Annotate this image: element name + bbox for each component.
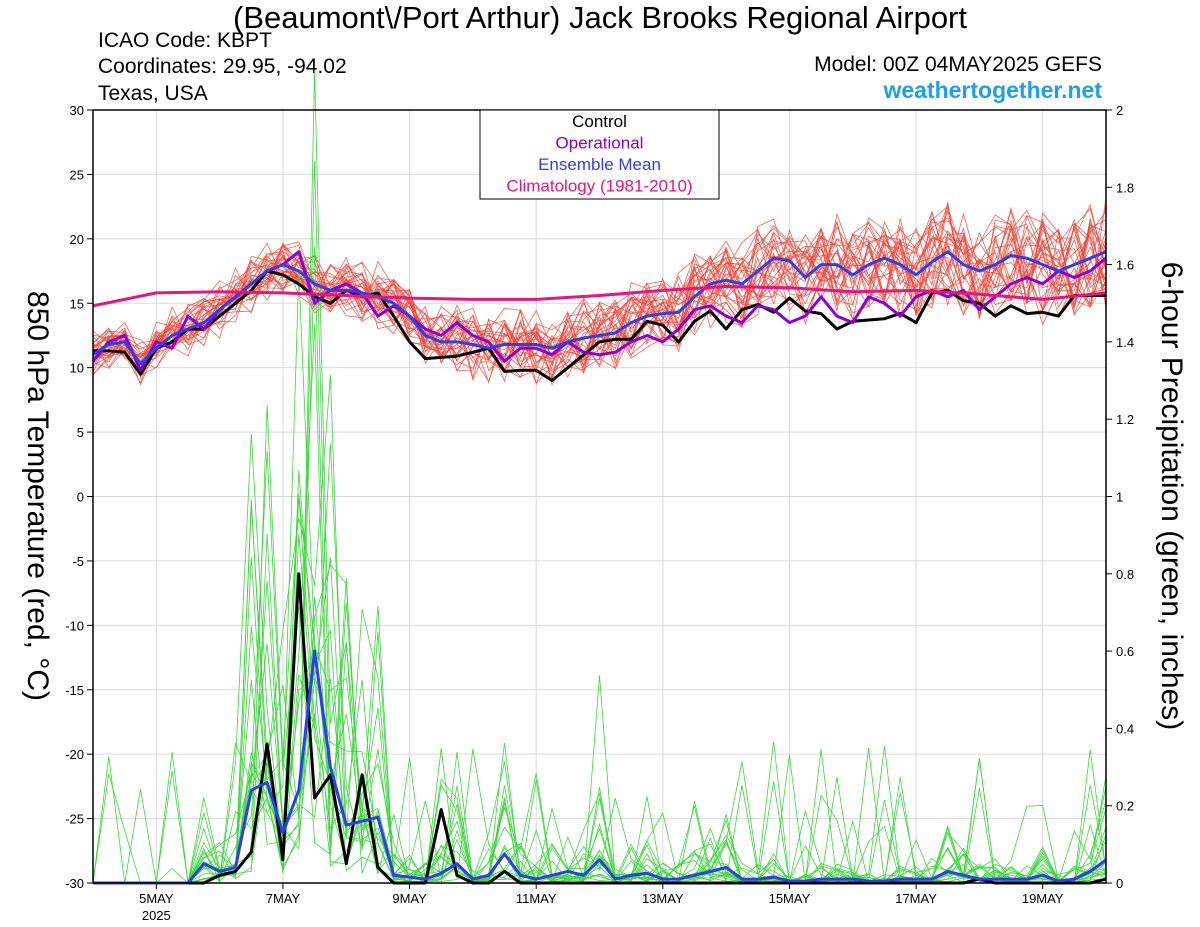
y2-tick-label: 0.4: [1116, 721, 1134, 736]
y2-axis-label: 6-hour Precipitation (green, inches): [1155, 262, 1188, 731]
precipitation-member-line: [93, 271, 1107, 884]
x-tick-label: 17MAY: [895, 891, 937, 906]
y-tick-label: -5: [72, 554, 84, 569]
y-tick-label: -15: [65, 683, 84, 698]
location: Texas, USA: [98, 82, 208, 105]
y-tick-label: 15: [70, 296, 84, 311]
temperature-member-line: [92, 215, 1107, 386]
temperature-member-line: [92, 211, 1107, 380]
y-tick-label: -30: [65, 876, 84, 891]
temperature-member-line: [92, 214, 1107, 379]
precipitation-member-line: [93, 160, 1107, 885]
y-tick-label: 10: [70, 361, 84, 376]
coordinates: Coordinates: 29.95, -94.02: [98, 55, 347, 78]
precipitation-member-line: [93, 597, 1107, 884]
y-tick-label: -10: [65, 618, 84, 633]
x-tick-label: 15MAY: [769, 891, 811, 906]
y2-tick-label: 2: [1116, 103, 1123, 118]
y-tick-label: 20: [70, 232, 84, 247]
precipitation-member-line: [93, 495, 1107, 884]
y2-tick-label: 1.4: [1116, 335, 1134, 350]
precipitation-member-line: [93, 533, 1107, 884]
y2-tick-label: 0.8: [1116, 567, 1134, 582]
y-axis-label: 850 hPa Temperature (red, °C): [21, 291, 54, 701]
y2-tick-label: 0.2: [1116, 799, 1134, 814]
x-tick-label: 19MAY: [1022, 891, 1064, 906]
legend-entry: Control: [572, 112, 627, 131]
x-tick-label: 7MAY: [266, 891, 301, 906]
y2-tick-label: 0.6: [1116, 644, 1134, 659]
x-tick-sublabel: 2025: [142, 908, 171, 923]
precipitation-ensemble-mean-line: [93, 649, 1107, 885]
legend-entry: Climatology (1981-2010): [506, 177, 692, 196]
plot-area: 302520151050-5-10-15-20-25-3021.81.61.41…: [65, 69, 1134, 923]
temperature-member-line: [92, 237, 1107, 363]
brand-link[interactable]: weathertogether.net: [882, 77, 1102, 103]
icao-code: ICAO Code: KBPT: [98, 29, 272, 52]
temperature-climatology-1981-2010-line: [92, 285, 1107, 308]
y2-tick-label: 1.8: [1116, 180, 1134, 195]
temperature-ensemble-mean-line: [92, 250, 1107, 366]
model-run: Model: 00Z 04MAY2025 GEFS: [814, 53, 1102, 76]
temperature-member-line: [92, 211, 1107, 386]
y2-tick-label: 1.2: [1116, 412, 1134, 427]
temperature-member-line: [92, 207, 1107, 364]
legend-box: [479, 109, 720, 200]
y2-tick-label: 0: [1116, 876, 1123, 891]
x-tick-label: 9MAY: [392, 891, 427, 906]
y-tick-label: -20: [65, 747, 84, 762]
precipitation-member-line: [93, 494, 1107, 884]
y-tick-label: -25: [65, 812, 84, 827]
chart-title: (Beaumont\/Port Arthur) Jack Brooks Regi…: [233, 0, 967, 35]
precipitation-member-line: [93, 533, 1107, 884]
y-tick-label: 5: [77, 425, 84, 440]
x-tick-label: 5MAY: [139, 891, 174, 906]
y-tick-label: 30: [70, 103, 84, 118]
y2-tick-label: 1.6: [1116, 258, 1134, 273]
legend-entry: Ensemble Mean: [538, 155, 661, 174]
y-tick-label: 0: [77, 490, 84, 505]
x-tick-label: 11MAY: [516, 891, 557, 906]
y-tick-label: 25: [70, 167, 84, 182]
temperature-member-line: [92, 218, 1107, 366]
y2-tick-label: 1: [1116, 490, 1123, 505]
legend-entry: Operational: [556, 134, 644, 153]
x-tick-label: 13MAY: [642, 891, 684, 906]
precipitation-member-line: [93, 563, 1107, 884]
